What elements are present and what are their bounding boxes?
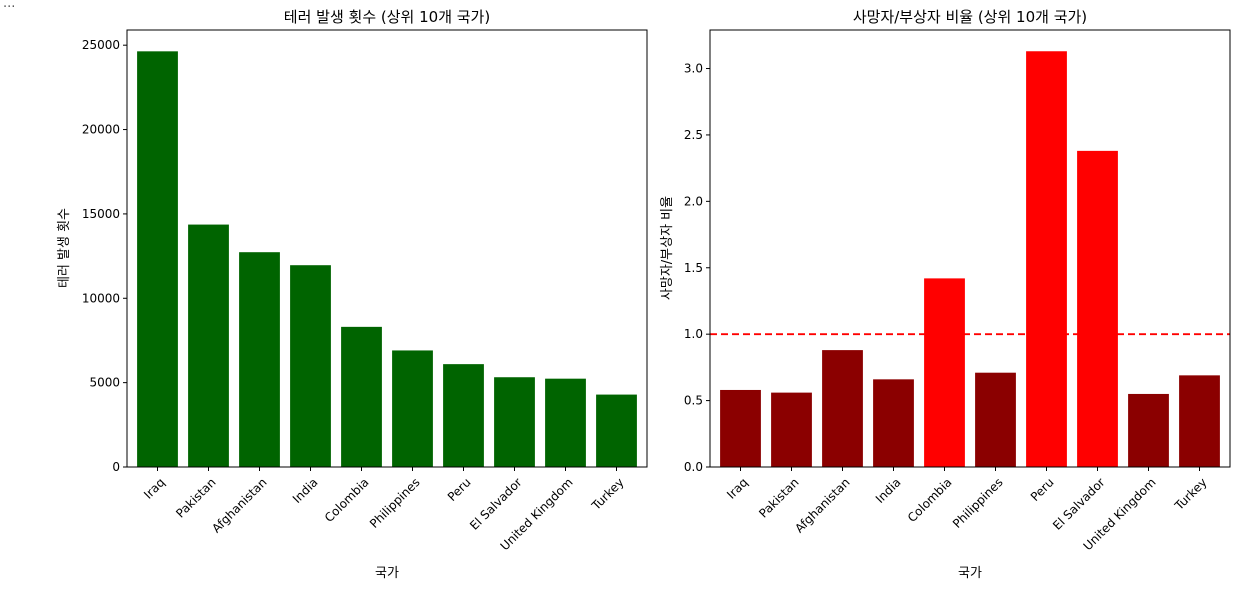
chart-right: 사망자/부상자 비율 (상위 10개 국가) 0.0 0.5 1.0 1.5 2.0 2.…: [660, 8, 1231, 581]
chart-left-frame: [126, 29, 648, 468]
x-tick-label: Iraq: [724, 475, 750, 501]
bar-united-kingdom: [545, 378, 586, 467]
y-tick-label: 2.0: [684, 194, 703, 208]
x-tick-label: India: [290, 475, 321, 506]
bar-philippines: [975, 372, 1016, 467]
x-tick-label: Pakistan: [756, 475, 801, 520]
bar-india: [290, 265, 331, 467]
bar-india: [873, 379, 914, 467]
y-tick-label: 3.0: [684, 62, 703, 76]
bar-peru: [443, 364, 484, 467]
x-tick-label: Peru: [445, 475, 474, 504]
bar-peru: [1026, 51, 1067, 467]
chart-right-ylabel: 사망자/부상자 비율: [660, 196, 675, 300]
x-tick-label: Philippines: [367, 475, 423, 531]
bar-united-kingdom: [1128, 393, 1169, 467]
y-tick-label: 20000: [82, 123, 120, 137]
x-tick-label: Pakistan: [173, 475, 218, 520]
overflow-ellipsis: ...: [3, 0, 16, 11]
x-tick-label: Peru: [1028, 475, 1057, 504]
y-tick-label: 0.5: [684, 394, 703, 408]
y-tick-label: 5000: [89, 376, 120, 390]
bar-colombia: [341, 326, 382, 467]
bar-colombia: [924, 278, 965, 467]
x-tick-label: India: [873, 475, 904, 506]
chart-left-ylabel: 테러 발생 횟수: [57, 208, 72, 288]
y-tick-label: 0: [112, 460, 120, 474]
chart-left-xlabel: 국가: [375, 566, 399, 581]
bar-pakistan: [771, 392, 812, 467]
y-tick-label: 10000: [82, 291, 120, 305]
x-tick-label: Afghanistan: [209, 475, 269, 535]
x-tick-label: Iraq: [141, 475, 167, 501]
y-tick-label: 15000: [82, 207, 120, 221]
chart-right-frame: [709, 29, 1231, 468]
bar-afghanistan: [822, 350, 863, 467]
y-tick-label: 1.0: [684, 327, 703, 341]
bar-afghanistan: [239, 252, 280, 467]
x-tick-label: Philippines: [950, 475, 1006, 531]
chart-right-title: 사망자/부상자 비율 (상위 10개 국가): [853, 8, 1087, 26]
y-tick-label: 1.5: [684, 261, 703, 275]
chart-left-title: 테러 발생 횟수 (상위 10개 국가): [284, 8, 490, 26]
chart-right-xlabel: 국가: [958, 566, 982, 581]
x-tick-label: Afghanistan: [792, 475, 852, 535]
bar-philippines: [392, 350, 433, 467]
x-tick-label: Colombia: [322, 475, 372, 525]
y-tick-label: 25000: [82, 38, 120, 52]
bar-iraq: [137, 51, 178, 467]
x-tick-label: Turkey: [588, 475, 626, 513]
bar-el-salvador: [494, 377, 535, 467]
y-tick-label: 0.0: [684, 460, 703, 474]
bar-pakistan: [188, 224, 229, 467]
x-tick-label: Colombia: [905, 475, 955, 525]
bar-iraq: [720, 389, 761, 467]
bar-turkey: [1179, 375, 1220, 467]
x-tick-label: Turkey: [1171, 475, 1209, 513]
bar-turkey: [596, 394, 637, 467]
y-tick-label: 2.5: [684, 128, 703, 142]
bar-el-salvador: [1077, 150, 1118, 467]
chart-left: 테러 발생 횟수 (상위 10개 국가) 0 5000 10000 15000 2000…: [57, 8, 648, 581]
